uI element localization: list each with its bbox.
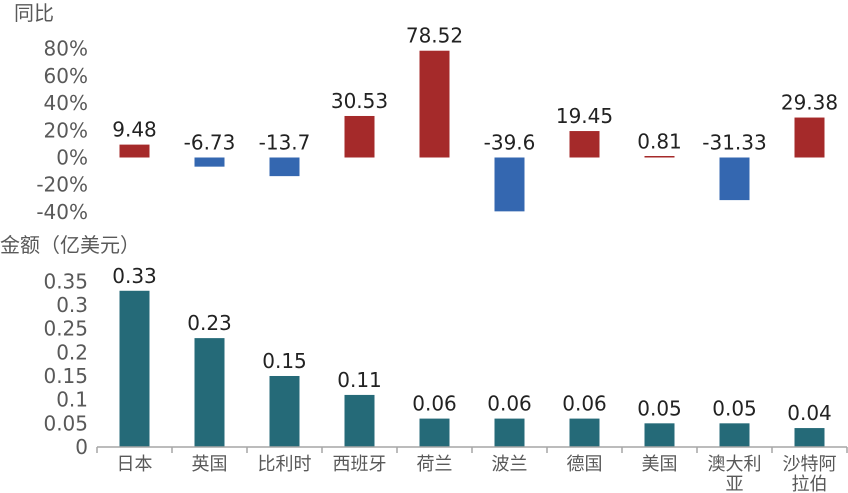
top-bar [119, 144, 150, 158]
category-label: 英国 [192, 454, 228, 475]
bottom-y-tick-label: 0 [75, 435, 88, 459]
bottom-data-label: 0.23 [187, 311, 232, 335]
bottom-y-tick-label: 0.3 [56, 293, 88, 317]
top-y-tick-label: 20% [44, 118, 88, 142]
bottom-chart-y-ticks: 0.350.30.250.20.150.10.050 [43, 269, 88, 459]
category-label: 美国 [642, 454, 678, 475]
bottom-data-label: 0.05 [712, 396, 757, 420]
bottom-y-tick-label: 0.1 [56, 388, 88, 412]
top-data-label: 19.45 [556, 104, 613, 128]
top-y-tick-label: 60% [44, 64, 88, 88]
top-bar [419, 50, 450, 158]
top-chart-data-labels: 9.48 -6.73 -13.7 30.53 78.52 -39.6 19.45 0.81 -3… [112, 24, 838, 155]
category-label: 西班牙 [333, 454, 387, 475]
bottom-bar [794, 428, 825, 447]
top-data-label: 0.81 [637, 129, 682, 153]
top-data-label: -13.7 [259, 131, 311, 155]
category-label: 比利时 [258, 454, 312, 475]
category-label: 沙特阿 [783, 454, 837, 475]
category-label: 波兰 [492, 454, 528, 475]
top-data-label: 29.38 [781, 91, 838, 115]
top-data-label: 78.52 [406, 24, 463, 48]
bottom-bar [644, 423, 675, 447]
top-bar [794, 117, 825, 158]
bottom-data-label: 0.11 [337, 368, 382, 392]
top-chart-y-ticks: 80% 60% 40% 20% 0% -20% -40% [36, 37, 88, 224]
top-data-label: -39.6 [484, 131, 536, 155]
top-y-tick-label: -20% [36, 173, 88, 197]
bottom-bar [119, 290, 150, 447]
bottom-data-label: 0.05 [637, 396, 682, 420]
bottom-bar [269, 375, 300, 447]
bottom-data-label: 0.33 [112, 264, 157, 288]
bottom-bar [494, 418, 525, 447]
category-label: 德国 [567, 454, 603, 475]
bottom-bar [719, 423, 750, 447]
top-data-label: -31.33 [702, 131, 766, 155]
category-label: 荷兰 [417, 454, 453, 475]
category-label: 澳大利 [708, 454, 762, 475]
top-bar [494, 157, 525, 212]
bottom-y-tick-label: 0.05 [43, 411, 88, 435]
top-y-tick-label: 80% [44, 37, 88, 61]
bottom-bar [344, 394, 375, 447]
bottom-data-label: 0.15 [262, 349, 307, 373]
bottom-y-tick-label: 0.15 [43, 364, 88, 388]
bottom-bar [419, 418, 450, 447]
top-chart-bars [119, 50, 825, 212]
bottom-chart-x-axis [96, 446, 848, 453]
bottom-y-tick-label: 0.35 [43, 269, 88, 293]
top-y-tick-label: -40% [36, 200, 88, 224]
bottom-chart-axis-title: 金额（亿美元） [0, 233, 140, 257]
top-bar [344, 115, 375, 158]
bottom-chart-bars [119, 290, 825, 447]
top-bar [269, 157, 300, 177]
top-data-label: 9.48 [112, 118, 157, 142]
top-data-label: -6.73 [184, 131, 236, 155]
top-bar [194, 157, 225, 167]
bottom-data-label: 0.04 [787, 401, 832, 425]
bottom-data-label: 0.06 [412, 392, 457, 416]
top-bar [569, 131, 600, 158]
bottom-bar [569, 418, 600, 447]
bottom-data-label: 0.06 [562, 392, 607, 416]
bottom-y-tick-label: 0.25 [43, 317, 88, 341]
top-y-tick-label: 0% [56, 146, 88, 170]
bottom-data-label: 0.06 [487, 392, 532, 416]
category-label: 日本 [117, 454, 153, 475]
top-bar [644, 156, 675, 158]
category-label: 亚 [726, 474, 744, 493]
bottom-chart-data-labels: 0.33 0.23 0.15 0.11 0.06 0.06 0.06 0.05 0.05 0.04 [112, 264, 832, 425]
bottom-y-tick-label: 0.2 [56, 340, 88, 364]
top-data-label: 30.53 [331, 89, 388, 113]
category-label: 拉伯 [792, 474, 828, 493]
top-bar [719, 157, 750, 201]
top-chart-axis-title: 同比 [14, 1, 54, 25]
bottom-bar [194, 338, 225, 447]
top-y-tick-label: 40% [44, 91, 88, 115]
